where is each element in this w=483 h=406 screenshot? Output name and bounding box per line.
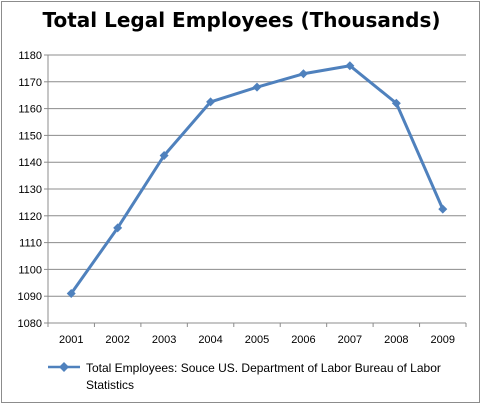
y-tick-label: 1080: [18, 318, 42, 330]
data-point: [391, 98, 401, 108]
data-point: [159, 151, 169, 160]
x-tick-label: 2003: [152, 334, 176, 346]
y-tick-label: 1110: [19, 238, 42, 250]
x-tick-label: 2009: [431, 334, 455, 346]
x-tick-label: 2005: [245, 334, 269, 346]
legend-label: Total Employees: Souce US. Department of…: [86, 361, 441, 392]
x-tick-label: 2007: [338, 334, 362, 346]
data-point: [66, 289, 76, 299]
x-tick-label: 2002: [105, 334, 129, 346]
data-point: [438, 204, 448, 214]
y-tick-label: 1130: [18, 184, 42, 196]
y-tick-label: 1090: [18, 291, 42, 303]
y-tick-label: 1160: [18, 104, 42, 116]
y-tick-label: 1100: [18, 264, 42, 276]
chart-title: Total Legal Employees (Thousands): [42, 8, 441, 32]
data-point: [113, 223, 123, 233]
x-tick-label: 2004: [198, 334, 222, 346]
legend-marker-icon: [48, 362, 80, 372]
y-tick-label: 1180: [18, 50, 42, 62]
y-tick-label: 1140: [18, 157, 42, 169]
x-tick-label: 2008: [384, 334, 408, 346]
data-point: [206, 97, 216, 107]
x-tick-label: 2001: [59, 334, 83, 346]
x-tick-label: 2006: [291, 334, 315, 346]
series-line: [69, 64, 445, 295]
y-tick-label: 1150: [18, 130, 42, 142]
data-point: [298, 69, 308, 79]
data-point: [252, 82, 262, 92]
y-tick-label: 1170: [18, 77, 42, 89]
y-tick-label: 1120: [18, 211, 42, 223]
data-point: [345, 61, 355, 71]
